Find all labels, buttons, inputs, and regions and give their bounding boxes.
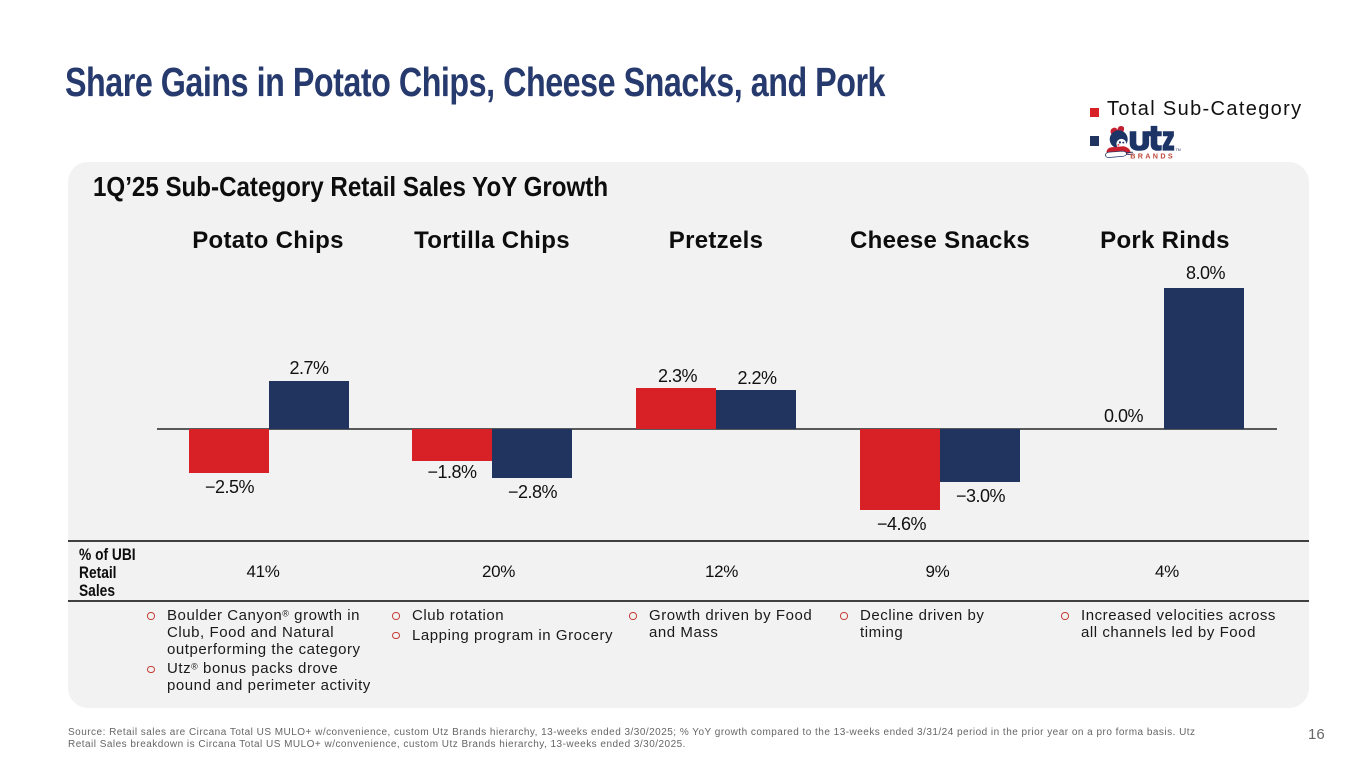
svg-text:TM: TM [1176,148,1181,152]
svg-text:BRANDS: BRANDS [1130,152,1175,161]
